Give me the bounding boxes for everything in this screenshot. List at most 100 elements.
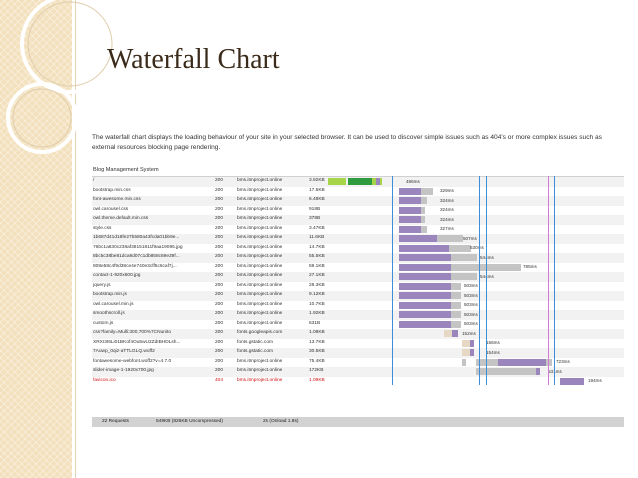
request-name: 808e58c4f9d38ce4e740e3cff5c6caf7j...	[93, 263, 177, 269]
request-time: 503ms	[464, 321, 478, 326]
band-divider	[75, 0, 76, 478]
timing-bar	[399, 244, 449, 252]
request-domain: bms.itmproject.online	[237, 225, 283, 231]
table-row: smoothscroll.js 200 bms.itmproject.online 1…	[92, 310, 624, 320]
request-domain: fonts.googleapis.com	[237, 330, 283, 335]
timing-bar	[399, 273, 451, 280]
request-status: 200	[215, 263, 224, 269]
request-time: 530ms	[470, 245, 484, 250]
request-size: 918B	[309, 206, 321, 212]
request-status: 200	[215, 273, 224, 278]
request-size: 3.92KB	[309, 178, 325, 183]
table-row: bootstrap.min.css 200 bms.itmproject.onlin…	[92, 186, 624, 196]
timeline-marker-line	[392, 176, 393, 385]
request-status: 200	[215, 244, 224, 250]
request-status: 200	[215, 235, 224, 240]
timing-bar	[560, 377, 584, 385]
request-domain: bms.itmproject.online	[237, 178, 283, 183]
request-size: 10.7KB	[309, 301, 325, 307]
timing-bar	[399, 320, 451, 328]
table-row: owl.theme.default.min.css 200 bms.itmproje…	[92, 215, 624, 225]
timeline-marker-line	[479, 176, 480, 385]
request-status: 200	[215, 206, 224, 212]
timing-bar	[421, 206, 425, 214]
timing-bar	[451, 301, 461, 309]
request-name: jquery.js	[93, 282, 111, 288]
request-name: custom.js	[93, 320, 114, 326]
timing-bar	[376, 178, 380, 185]
request-size: 1.08KB	[309, 330, 325, 335]
slide-title: Waterfall Chart	[107, 44, 280, 75]
request-domain: bms.itmproject.online	[237, 263, 283, 269]
request-status: 200	[215, 320, 224, 326]
request-status: 200	[215, 311, 224, 316]
table-row: jquery.js 200 bms.itmproject.online 28.3KB 5…	[92, 281, 624, 291]
request-domain: bms.itmproject.online	[237, 273, 283, 278]
request-domain: fonts.gstatic.com	[237, 349, 273, 354]
request-domain: bms.itmproject.online	[237, 292, 283, 297]
timeline-marker-line	[548, 176, 549, 385]
request-name: font-awesome.min.css	[93, 197, 141, 202]
request-domain: fonts.gstatic.com	[237, 339, 273, 345]
request-domain: bms.itmproject.online	[237, 368, 283, 373]
request-size: 55.5KB	[309, 254, 325, 259]
timing-bar	[449, 244, 471, 252]
request-size: 75.4KB	[309, 358, 325, 364]
table-row: font-awesome.min.css 200 bms.itmproject.on…	[92, 196, 624, 206]
request-status: 200	[215, 216, 224, 221]
request-name: contact-1-920x600.jpg	[93, 273, 141, 278]
request-time: 503ms	[464, 302, 478, 307]
timing-bar	[451, 254, 477, 261]
timing-bar	[462, 339, 470, 347]
timing-bar	[421, 197, 427, 204]
timing-bar	[451, 311, 461, 318]
request-time: 785ms	[523, 264, 537, 269]
request-size: 3.47KB	[309, 225, 325, 231]
request-size: 6.48KB	[309, 197, 325, 202]
request-domain: bms.itmproject.online	[237, 282, 283, 288]
request-domain: bms.itmproject.online	[237, 320, 283, 326]
request-time: 327ms	[440, 226, 454, 231]
table-row: css?family=Mulli:300,700%7CNunito 200 font…	[92, 329, 624, 339]
request-domain: bms.itmproject.online	[237, 216, 283, 221]
request-domain: bms.itmproject.online	[237, 358, 283, 364]
request-size: 9.12KB	[309, 292, 325, 297]
request-time: 507ms	[463, 235, 477, 241]
timing-bar	[451, 292, 461, 299]
timeline-marker-line	[554, 176, 555, 385]
table-row: contact-1-920x600.jpg 200 bms.itmproject.o…	[92, 272, 624, 282]
request-status: 200	[215, 197, 224, 202]
timing-bar	[546, 358, 552, 366]
table-row: custom.js 200 bms.itmproject.online 631B 503…	[92, 319, 624, 329]
request-status: 200	[215, 282, 224, 288]
request-status: 200	[215, 358, 224, 364]
timing-bar	[399, 301, 451, 309]
request-size: 30.5KB	[309, 349, 325, 354]
table-row: XRXI3I6Li01BKof4Ou5wU2ZdIBHDLsh... 200 fon…	[92, 338, 624, 348]
table-row: style.css 200 bms.itmproject.online 3.47KB 3…	[92, 224, 624, 234]
summary-bar: 22 Requests 549KB (826KB Uncompressed) 2…	[92, 417, 624, 427]
request-size: 13.7KB	[309, 339, 325, 345]
timing-bar	[399, 197, 421, 204]
timing-bar	[470, 339, 474, 347]
timing-bar	[462, 349, 470, 356]
request-time: 329ms	[440, 188, 454, 193]
request-name: /	[93, 178, 95, 183]
timing-bar	[536, 368, 540, 375]
table-row: / 200 bms.itmproject.online 3.92KB 486ms	[92, 176, 624, 187]
table-row: 1b687d41d18fe27b580a43fcda01bb9e... 200 bm…	[92, 234, 624, 244]
timing-bar	[399, 206, 421, 214]
request-time: 503ms	[464, 283, 478, 288]
request-size: 378B	[309, 216, 321, 221]
request-size: 1.92KB	[309, 311, 325, 316]
request-name: css?family=Mulli:300,700%7CNunito	[93, 330, 171, 335]
request-name: favicon.ico	[93, 377, 116, 383]
request-size: 28.3KB	[309, 282, 325, 288]
request-domain: bms.itmproject.online	[237, 377, 283, 383]
request-name: 7Auwp_0qiz-aTTLGLQ.woff2	[93, 349, 155, 354]
request-name: bootstrap.min.css	[93, 187, 131, 193]
table-row: 76bc1a630c238af38151811f9aa19095.jpg 200 b…	[92, 243, 624, 253]
summary-time: 2s (Onload 1.8s)	[263, 419, 299, 424]
request-size: 172KB	[309, 368, 324, 373]
table-row: 7Auwp_0qiz-aTTLGLQ.woff2 200 fonts.gstatic…	[92, 348, 624, 358]
